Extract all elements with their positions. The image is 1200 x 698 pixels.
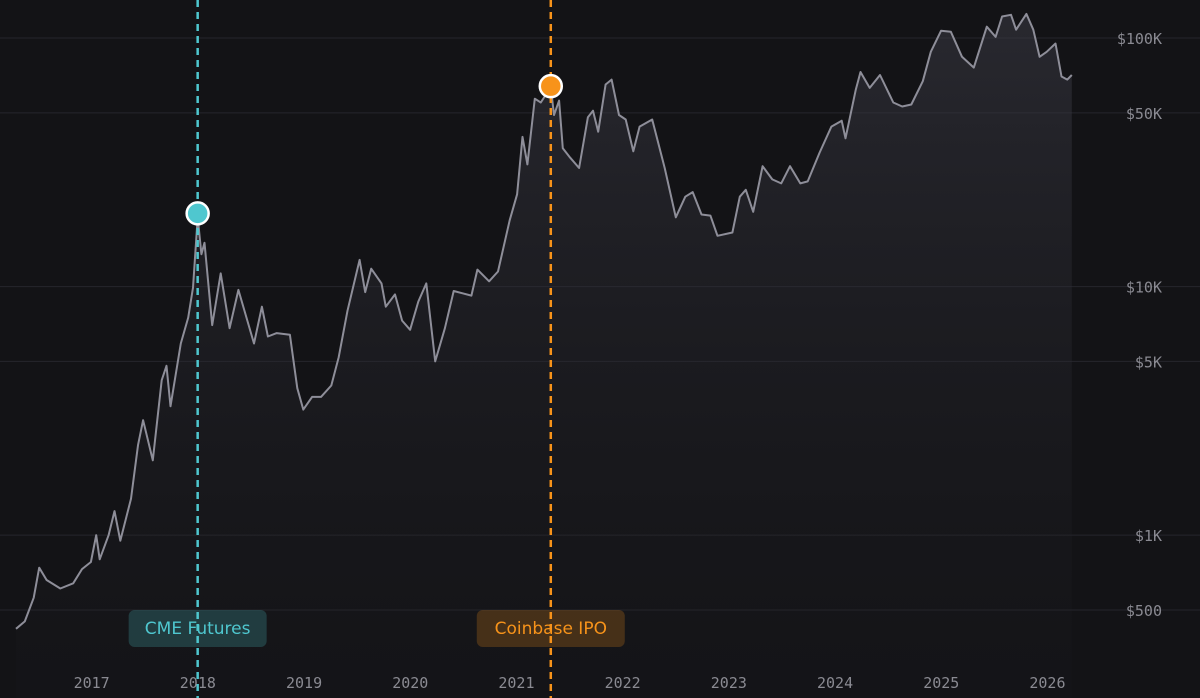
x-tick-label: 2018 <box>180 674 216 692</box>
y-tick-label: $5K <box>1135 353 1162 371</box>
x-tick-label: 2026 <box>1029 674 1065 692</box>
y-tick-label: $500 <box>1126 602 1162 620</box>
x-tick-label: 2020 <box>392 674 428 692</box>
x-tick-label: 2022 <box>605 674 641 692</box>
event-dot-0 <box>185 201 210 226</box>
event-label-box <box>128 610 267 647</box>
x-tick-label: 2024 <box>817 674 853 692</box>
price-line <box>15 12 1073 630</box>
event-dot-1 <box>538 73 564 99</box>
event-label-text: Coinbase IPO <box>495 619 607 639</box>
x-tick-label: 2019 <box>286 674 322 692</box>
price-area <box>16 13 1072 698</box>
y-tick-label: $10K <box>1126 279 1162 297</box>
x-tick-label: 2021 <box>498 674 534 692</box>
y-tick-label: $100K <box>1117 30 1162 48</box>
y-axis-ticks: $500 $1K $5K $10K $50K $100K <box>1117 30 1162 620</box>
x-tick-label: 2025 <box>923 674 959 692</box>
y-tick-label: $50K <box>1126 105 1162 123</box>
y-tick-label: $1K <box>1135 527 1162 545</box>
x-axis-ticks: 2017 2018 2019 2020 2021 2022 2023 2024 2025 2026 <box>74 674 1066 692</box>
x-tick-label: 2023 <box>711 674 747 692</box>
x-tick-label: 2017 <box>74 674 110 692</box>
event-label-box <box>476 610 625 647</box>
event-label-1: Coinbase IPO <box>476 610 625 647</box>
event-markers: CME Futures Coinbase IPO <box>128 0 625 698</box>
event-label-0: CME Futures <box>128 610 267 647</box>
event-label-text: CME Futures <box>145 619 251 639</box>
